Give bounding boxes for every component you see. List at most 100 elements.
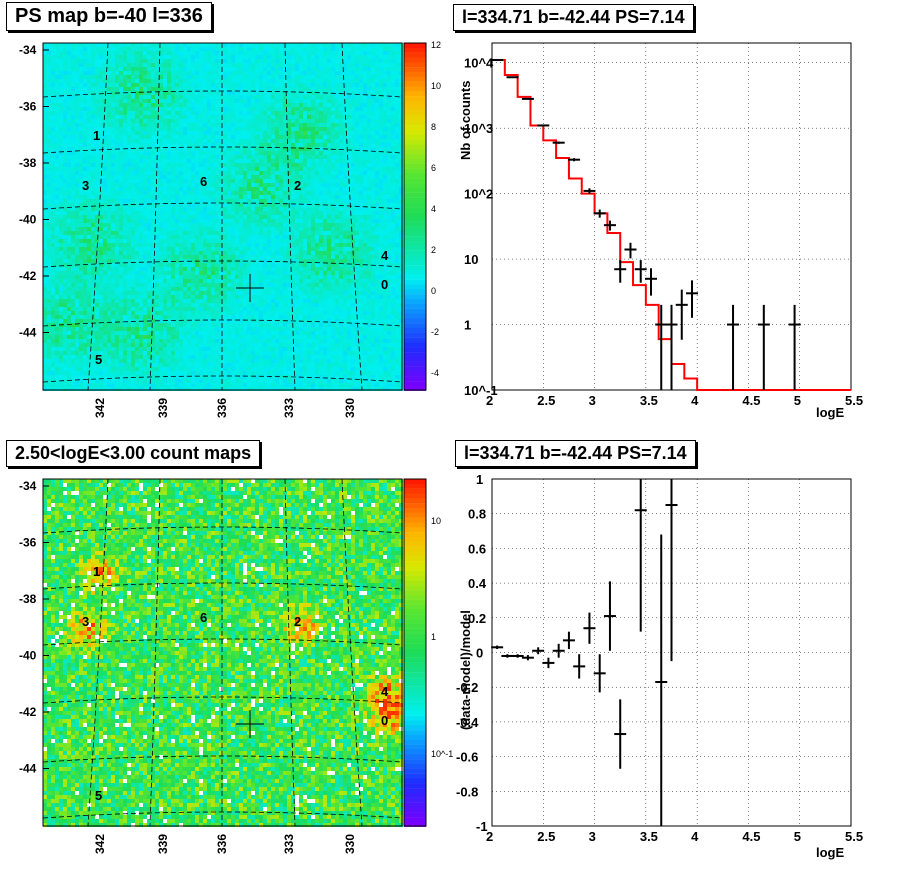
map-cell bbox=[63, 239, 67, 243]
map-cell bbox=[355, 59, 359, 63]
map-cell bbox=[227, 159, 231, 163]
map-cell bbox=[299, 243, 303, 247]
map-cell bbox=[383, 63, 387, 67]
map-cell bbox=[79, 75, 83, 79]
map-cell bbox=[127, 223, 131, 227]
map-cell bbox=[383, 195, 387, 199]
map-cell bbox=[247, 175, 251, 179]
map-cell bbox=[263, 239, 267, 243]
map-cell bbox=[151, 195, 155, 199]
map-cell bbox=[319, 235, 323, 239]
map-cell bbox=[103, 67, 107, 71]
map-cell bbox=[227, 75, 231, 79]
map-cell bbox=[235, 227, 239, 231]
map-cell bbox=[171, 107, 175, 111]
map-cell bbox=[123, 227, 127, 231]
map-cell bbox=[355, 163, 359, 167]
map-cell bbox=[159, 227, 163, 231]
map-cell bbox=[203, 215, 207, 219]
map-cell bbox=[243, 195, 247, 199]
map-cell bbox=[151, 187, 155, 191]
map-cell bbox=[175, 207, 179, 211]
map-cell bbox=[223, 83, 227, 87]
map-cell bbox=[43, 223, 47, 227]
map-cell bbox=[99, 211, 103, 215]
map-cell bbox=[59, 47, 63, 51]
map-cell bbox=[359, 175, 363, 179]
map-cell bbox=[207, 123, 211, 127]
map-cell bbox=[275, 159, 279, 163]
map-cell bbox=[175, 51, 179, 55]
map-cell bbox=[251, 111, 255, 115]
map-cell bbox=[119, 67, 123, 71]
map-cell bbox=[71, 251, 75, 255]
map-cell bbox=[367, 139, 371, 143]
map-cell bbox=[67, 175, 71, 179]
map-cell bbox=[291, 155, 295, 159]
map-cell bbox=[115, 131, 119, 135]
map-cell bbox=[287, 47, 291, 51]
map-cell bbox=[139, 151, 143, 155]
map-cell bbox=[103, 75, 107, 79]
map-cell bbox=[379, 115, 383, 119]
map-cell bbox=[119, 91, 123, 95]
map-cell bbox=[151, 247, 155, 251]
map-cell bbox=[311, 95, 315, 99]
map-cell bbox=[47, 255, 51, 259]
map-cell bbox=[315, 191, 319, 195]
map-cell bbox=[63, 75, 67, 79]
map-cell bbox=[95, 247, 99, 251]
map-cell bbox=[87, 75, 91, 79]
map-cell bbox=[59, 163, 63, 167]
map-cell bbox=[367, 179, 371, 183]
map-cell bbox=[367, 107, 371, 111]
map-cell bbox=[159, 223, 163, 227]
map-cell bbox=[291, 67, 295, 71]
map-cell bbox=[159, 127, 163, 131]
map-cell bbox=[323, 139, 327, 143]
map-cell bbox=[223, 99, 227, 103]
map-cell bbox=[379, 143, 383, 147]
map-cell bbox=[47, 239, 51, 243]
map-cell bbox=[303, 203, 307, 207]
map-cell bbox=[143, 159, 147, 163]
map-cell bbox=[347, 127, 351, 131]
map-cell bbox=[319, 183, 323, 187]
map-cell bbox=[123, 135, 127, 139]
map-cell bbox=[79, 175, 83, 179]
map-cell bbox=[127, 191, 131, 195]
map-cell bbox=[235, 71, 239, 75]
map-cell bbox=[67, 167, 71, 171]
map-cell bbox=[263, 159, 267, 163]
map-cell bbox=[323, 107, 327, 111]
map-cell bbox=[199, 195, 203, 199]
map-cell bbox=[51, 103, 55, 107]
map-cell bbox=[327, 251, 331, 255]
map-cell bbox=[211, 163, 215, 167]
map-cell bbox=[91, 247, 95, 251]
map-cell bbox=[351, 175, 355, 179]
map-cell bbox=[135, 139, 139, 143]
map-cell bbox=[251, 167, 255, 171]
map-cell bbox=[71, 67, 75, 71]
map-cell bbox=[347, 99, 351, 103]
map-cell bbox=[223, 143, 227, 147]
map-cell bbox=[335, 163, 339, 167]
map-cell bbox=[195, 207, 199, 211]
map-cell bbox=[371, 59, 375, 63]
map-cell bbox=[71, 127, 75, 131]
map-cell bbox=[215, 111, 219, 115]
map-cell bbox=[339, 127, 343, 131]
map-cell bbox=[359, 139, 363, 143]
map-cell bbox=[43, 103, 47, 107]
map-cell bbox=[255, 83, 259, 87]
map-cell bbox=[171, 127, 175, 131]
map-cell bbox=[71, 155, 75, 159]
map-cell bbox=[335, 199, 339, 203]
map-cell bbox=[327, 91, 331, 95]
map-cell bbox=[75, 59, 79, 63]
map-cell bbox=[215, 223, 219, 227]
map-cell bbox=[319, 103, 323, 107]
map-cell bbox=[195, 247, 199, 251]
map-cell bbox=[299, 227, 303, 231]
